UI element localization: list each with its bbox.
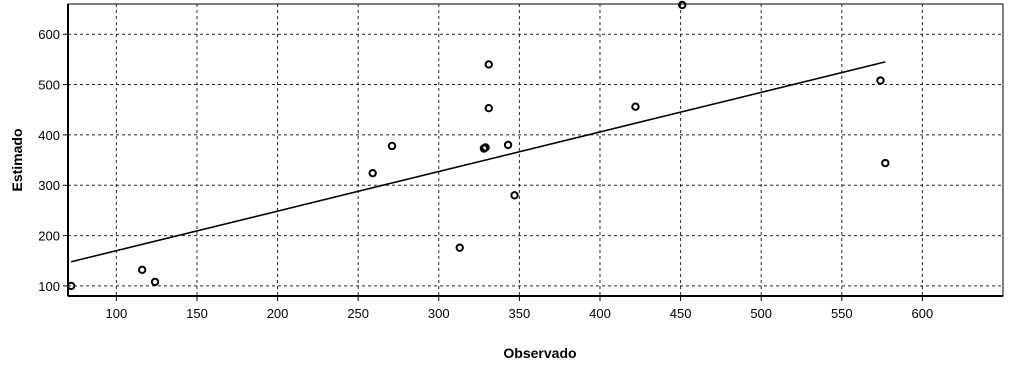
plot-frame	[67, 3, 1004, 297]
data-point	[455, 243, 464, 252]
data-point	[876, 76, 885, 85]
x-tick-label: 400	[589, 306, 611, 321]
data-point	[631, 102, 640, 111]
grid-layer	[68, 4, 1003, 296]
points-layer	[67, 0, 890, 291]
data-point	[481, 143, 490, 152]
x-tick-label: 100	[106, 306, 128, 321]
data-point	[510, 191, 519, 200]
y-tick-label: 300	[38, 178, 60, 193]
x-tick-label: 300	[428, 306, 450, 321]
data-point	[677, 0, 687, 10]
x-tick-label: 500	[750, 306, 772, 321]
data-point	[150, 277, 160, 287]
data-point	[484, 104, 493, 113]
data-point	[484, 60, 493, 69]
x-tick-label: 350	[509, 306, 531, 321]
y-tick-label: 500	[38, 78, 60, 93]
data-point	[881, 158, 890, 168]
y-tick-label: 200	[38, 229, 60, 244]
y-tick-label: 100	[38, 279, 60, 294]
trend-layer	[71, 61, 886, 263]
x-tick-label: 200	[267, 306, 289, 321]
y-axis-title: Estimado	[9, 128, 25, 191]
data-point	[137, 265, 147, 275]
y-tick-label: 400	[38, 128, 60, 143]
data-point	[387, 141, 397, 151]
data-point	[368, 168, 377, 178]
axes-layer	[67, 3, 1004, 297]
x-tick-label: 150	[186, 306, 208, 321]
y-tick-label: 600	[38, 27, 60, 42]
x-axis-title: Observado	[503, 345, 576, 361]
data-point	[503, 140, 513, 150]
x-tick-label: 600	[912, 306, 934, 321]
x-tick-label: 250	[347, 306, 369, 321]
x-tick-label: 550	[831, 306, 853, 321]
data-point	[67, 281, 76, 291]
ticks-layer: 100 150 200 250 300 350 400 450 500 550 600 100 200 3…	[38, 27, 933, 321]
x-tick-label: 450	[670, 306, 692, 321]
trend-line	[71, 61, 886, 263]
